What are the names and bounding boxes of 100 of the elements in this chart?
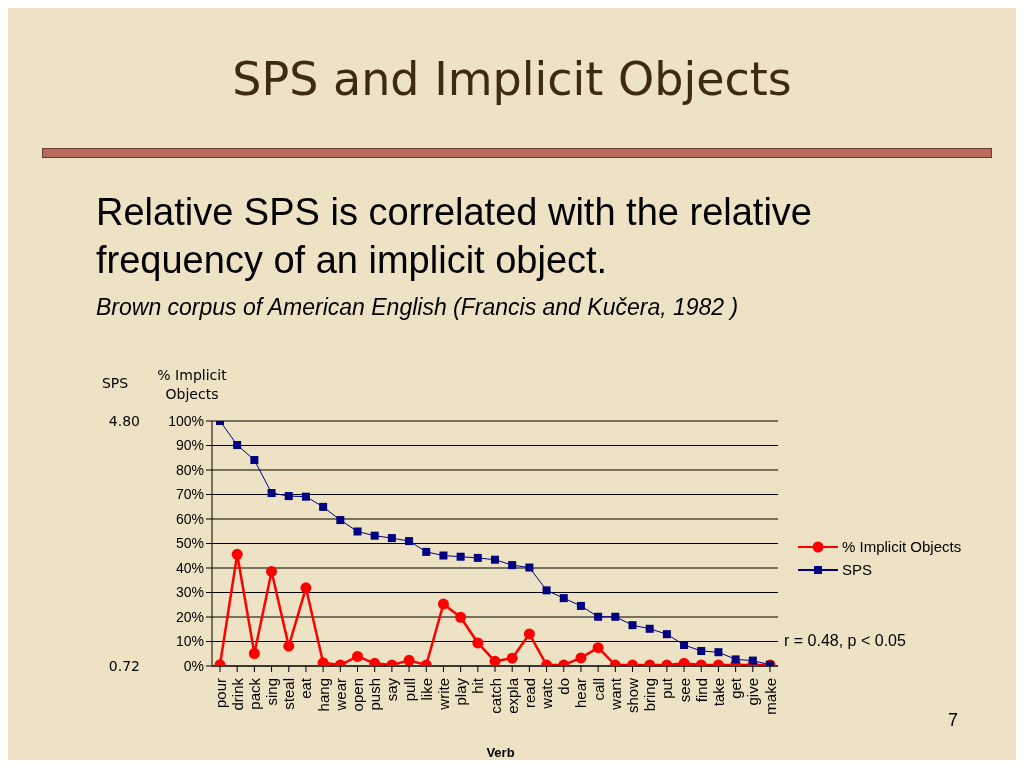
point	[594, 612, 603, 621]
x-tick-label: call	[589, 678, 607, 701]
point	[300, 582, 312, 594]
chart-title: SPS and Implicit Objects	[231, 52, 793, 106]
x-tick-label: like	[417, 678, 435, 701]
point	[352, 650, 363, 662]
x-tick-label: expla	[503, 677, 521, 714]
y-tick-label: 10%	[175, 633, 204, 650]
x-tick-label: get	[727, 677, 745, 699]
x-tick-label: find	[692, 678, 710, 703]
x-tick-label: do	[555, 678, 573, 695]
legend-label: % Implicit Objects	[842, 538, 962, 555]
x-tick-label: give	[744, 678, 762, 706]
text: Brown corpus of American English (Francis and Kučera, 1982 )	[96, 294, 739, 321]
point	[592, 642, 604, 654]
point	[662, 630, 671, 639]
y-tick-label: 40%	[175, 559, 204, 576]
chart-subtitle: Relative SPS is correlated with the relative frequency of an implicit object.	[96, 190, 813, 283]
point	[267, 489, 276, 498]
x-tick-label: hit	[469, 677, 487, 694]
point	[266, 565, 278, 577]
point	[319, 502, 328, 511]
point	[628, 621, 637, 630]
x-tick-label: pour	[211, 678, 229, 709]
x-tick-label: bring	[641, 678, 659, 712]
point	[472, 637, 484, 649]
x-tick-label: play	[452, 677, 470, 706]
y-tick-label: 80%	[175, 461, 204, 478]
x-tick-label: say	[383, 677, 401, 702]
point	[645, 624, 654, 633]
x-tick-label: catch	[486, 678, 504, 714]
point	[233, 441, 242, 450]
x-tick-label: sing	[263, 678, 281, 706]
point	[370, 531, 379, 540]
y2-axis-title: SPS	[100, 375, 130, 391]
text: 7	[948, 710, 959, 731]
y-axis-title: % Implicit Objects	[156, 366, 228, 404]
x-tick-label: wear	[331, 678, 349, 712]
point	[575, 652, 587, 664]
x-tick-label: pack	[245, 677, 263, 710]
x-tick-label: open	[349, 678, 366, 712]
point	[680, 640, 689, 649]
point	[491, 555, 499, 564]
x-tick-label: eat	[297, 677, 315, 699]
point	[473, 553, 482, 562]
x-tick-label: show	[624, 677, 641, 714]
point	[525, 563, 534, 572]
point	[576, 601, 585, 610]
y-tick-label: 70%	[175, 486, 204, 503]
point	[403, 654, 415, 666]
y-tick-label: 50%	[175, 535, 204, 552]
x-tick-label: steal	[280, 678, 298, 710]
point	[336, 516, 345, 525]
point	[422, 547, 431, 556]
y-tick-label: 100%	[168, 412, 204, 429]
x-tick-label: want	[606, 677, 624, 711]
point	[731, 655, 740, 664]
point	[697, 646, 706, 655]
x-tick-label: read	[520, 678, 538, 709]
point	[506, 652, 518, 664]
point	[508, 561, 517, 570]
point	[455, 611, 467, 623]
point	[489, 655, 501, 666]
point	[678, 657, 690, 666]
x-tick-label: hear	[572, 678, 590, 709]
x-tick-label: pull	[400, 678, 418, 702]
point	[456, 552, 465, 561]
x-tick-label: push	[366, 678, 384, 711]
point	[283, 640, 295, 652]
point	[250, 456, 259, 465]
point	[439, 551, 448, 560]
point	[714, 648, 723, 657]
x-tick-label: write	[434, 678, 452, 711]
point	[611, 612, 620, 621]
point	[317, 657, 329, 666]
point	[369, 657, 381, 666]
x-tick-label: watc	[538, 677, 556, 710]
point	[437, 598, 449, 610]
legend-label: SPS	[842, 561, 873, 578]
point	[405, 537, 414, 546]
point	[523, 628, 535, 640]
text: r = 0.48, p < 0.05	[784, 632, 906, 650]
x-axis-title: Verb	[485, 745, 516, 760]
x-tick-label: hang	[314, 678, 332, 712]
x-tick-label: put	[658, 677, 676, 699]
y-tick-label: 30%	[175, 584, 204, 601]
y-tick-label: 60%	[175, 510, 204, 527]
x-tick-label: take	[709, 678, 727, 707]
y2-tick-label: 0.72	[108, 657, 140, 674]
point	[231, 548, 243, 560]
y-tick-label: 0%	[183, 657, 204, 674]
y-tick-label: 90%	[175, 437, 204, 454]
point	[284, 492, 293, 501]
point	[301, 492, 310, 501]
x-tick-label: see	[675, 678, 693, 703]
x-tick-label: drink	[228, 677, 246, 711]
point	[387, 534, 396, 543]
point	[542, 586, 551, 595]
point	[559, 594, 568, 603]
point	[353, 527, 362, 536]
